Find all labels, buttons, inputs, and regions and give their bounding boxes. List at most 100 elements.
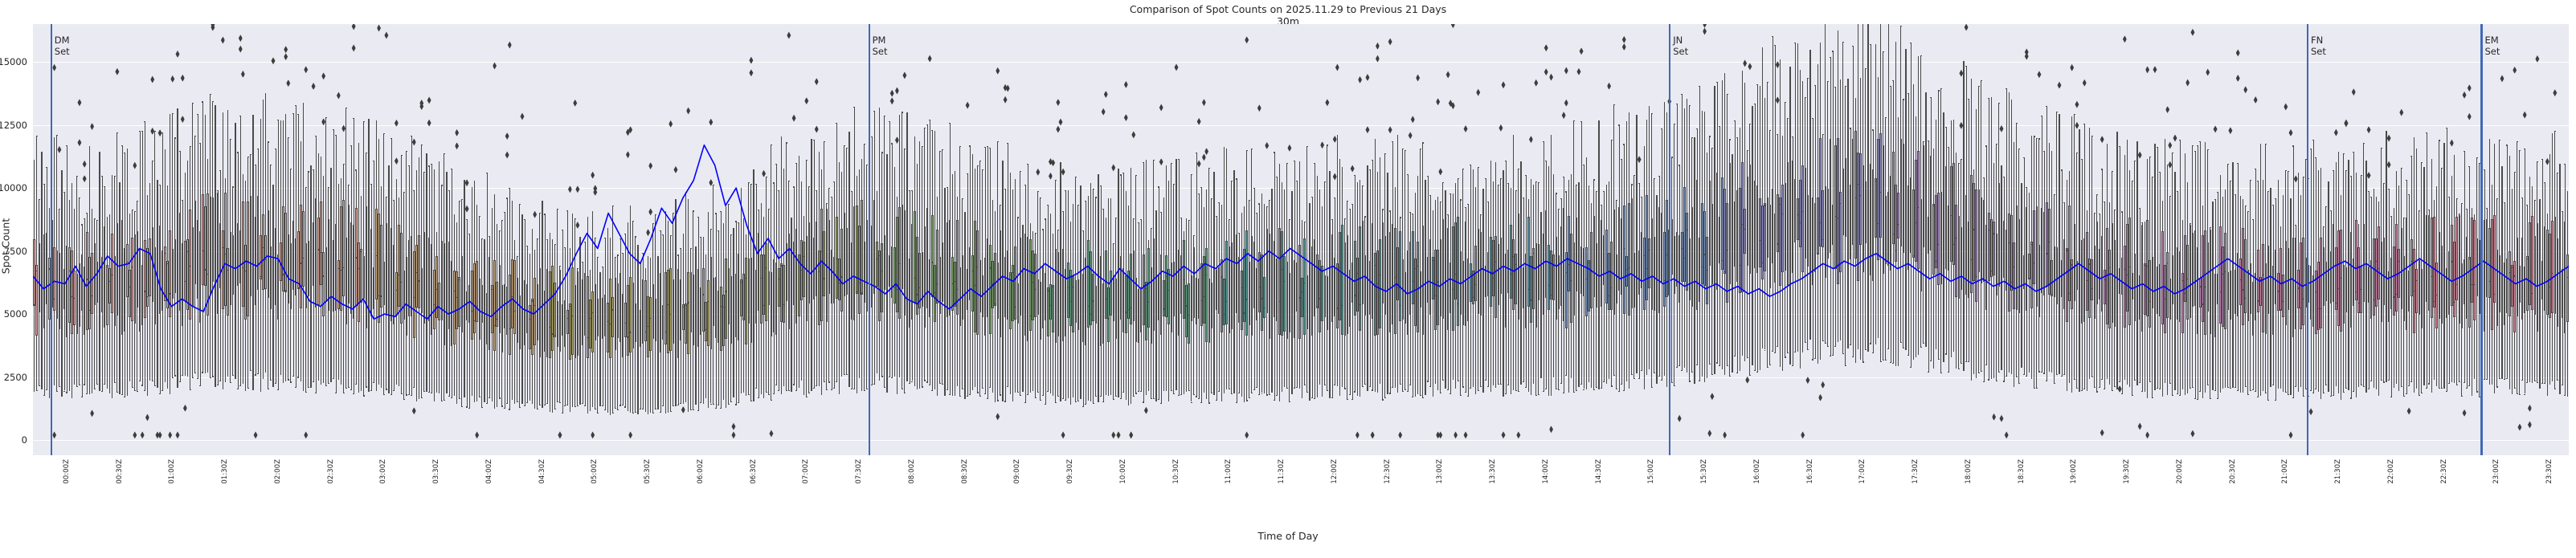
box-iqr xyxy=(1912,189,1915,258)
box-iqr xyxy=(1004,256,1007,318)
box-iqr xyxy=(1962,180,1965,300)
box-median xyxy=(931,262,934,263)
box-whisker xyxy=(1603,190,1605,381)
box-median xyxy=(350,259,353,261)
box-outlier xyxy=(238,35,243,43)
box-outlier xyxy=(1438,168,1443,176)
box-whisker-cap xyxy=(1016,217,1019,218)
box-whisker-cap xyxy=(938,382,941,384)
x-tick-label: 13:00Z xyxy=(1436,459,1445,484)
box-whisker-cap xyxy=(1396,135,1399,136)
box-iqr xyxy=(78,263,81,328)
box-iqr xyxy=(692,274,695,345)
box-iqr xyxy=(1012,264,1014,322)
box-median xyxy=(627,336,629,338)
box-median xyxy=(601,336,604,339)
box-whisker-cap xyxy=(889,121,890,123)
box-outlier xyxy=(321,72,326,80)
box-whisker-cap xyxy=(1945,353,1947,355)
box-whisker-cap xyxy=(1985,145,1988,147)
box-median xyxy=(1203,296,1205,298)
box-iqr xyxy=(335,223,337,311)
box-iqr xyxy=(1887,192,1890,267)
box-whisker-cap xyxy=(1029,392,1032,393)
box-whisker-cap xyxy=(969,145,971,147)
box-median xyxy=(1799,222,1801,223)
box-median xyxy=(1446,293,1450,295)
box-median xyxy=(1225,301,1228,303)
x-tick-label: 07:30Z xyxy=(855,459,864,484)
box-median xyxy=(149,253,151,255)
box-whisker-cap xyxy=(778,390,780,392)
box-median xyxy=(158,268,162,270)
box-whisker-cap xyxy=(873,111,876,112)
box-whisker-cap xyxy=(831,197,832,198)
box-whisker-cap xyxy=(302,102,305,104)
box-whisker-cap xyxy=(179,150,181,152)
box-whisker-cap xyxy=(1630,184,1633,185)
box-median xyxy=(71,295,73,298)
box-whisker-cap xyxy=(587,216,589,218)
box-whisker-cap xyxy=(1434,383,1437,385)
box-median xyxy=(758,291,760,293)
box-whisker-cap xyxy=(1543,391,1544,393)
box-iqr xyxy=(385,222,388,316)
box-median xyxy=(1301,291,1303,293)
box-whisker-cap xyxy=(501,405,503,407)
box-median xyxy=(317,249,320,250)
box-median xyxy=(551,333,554,335)
box-whisker-cap xyxy=(493,194,496,196)
box-whisker-cap xyxy=(179,381,181,382)
box-iqr xyxy=(1719,217,1721,263)
box-iqr xyxy=(141,264,144,325)
box-median xyxy=(898,263,901,265)
box-whisker-cap xyxy=(1454,387,1457,389)
box-iqr xyxy=(340,206,342,311)
box-whisker-cap xyxy=(1507,183,1510,185)
box-iqr xyxy=(903,210,906,316)
box-whisker-cap xyxy=(1842,42,1844,43)
box-whisker-cap xyxy=(863,389,865,391)
box-median xyxy=(1610,287,1613,289)
box-whisker-cap xyxy=(1903,99,1904,100)
box-median xyxy=(1741,223,1744,225)
box-iqr xyxy=(1163,280,1165,316)
box-iqr xyxy=(1341,225,1343,336)
box-iqr xyxy=(1527,216,1530,307)
box-median xyxy=(1059,285,1062,287)
box-whisker-cap xyxy=(513,239,516,241)
box-median xyxy=(1957,225,1960,226)
box-median xyxy=(1392,281,1394,283)
box-whisker xyxy=(1832,51,1834,356)
box-outlier xyxy=(220,36,225,44)
box-whisker-cap xyxy=(767,208,770,210)
box-whisker-cap xyxy=(1628,112,1630,114)
box-whisker-cap xyxy=(971,153,974,155)
box-whisker-cap xyxy=(1666,112,1668,114)
box-whisker-cap xyxy=(682,402,685,404)
box-outlier xyxy=(1116,431,1121,439)
box-whisker-cap xyxy=(1376,392,1379,393)
box-whisker-cap xyxy=(1588,381,1590,383)
box-whisker-cap xyxy=(921,386,923,388)
box-whisker-cap xyxy=(1361,185,1364,187)
box-median xyxy=(642,330,644,332)
box-iqr xyxy=(1019,238,1022,316)
box-iqr xyxy=(1990,219,1993,278)
box-whisker-cap xyxy=(1027,393,1029,395)
box-whisker-cap xyxy=(956,385,959,387)
box-whisker-cap xyxy=(1098,174,1099,176)
box-whisker-cap xyxy=(1895,365,1897,367)
box-iqr xyxy=(211,198,215,282)
box-iqr xyxy=(1235,234,1238,313)
box-whisker-cap xyxy=(1394,387,1396,389)
box-whisker-cap xyxy=(785,389,787,392)
box-iqr xyxy=(943,209,947,303)
box-whisker-cap xyxy=(1276,395,1278,397)
box-median xyxy=(1930,202,1932,205)
box-iqr xyxy=(1701,203,1703,284)
box-iqr xyxy=(1646,194,1648,300)
box-outlier xyxy=(155,431,160,439)
box-iqr xyxy=(1731,198,1734,303)
box-whisker-cap xyxy=(579,403,581,405)
